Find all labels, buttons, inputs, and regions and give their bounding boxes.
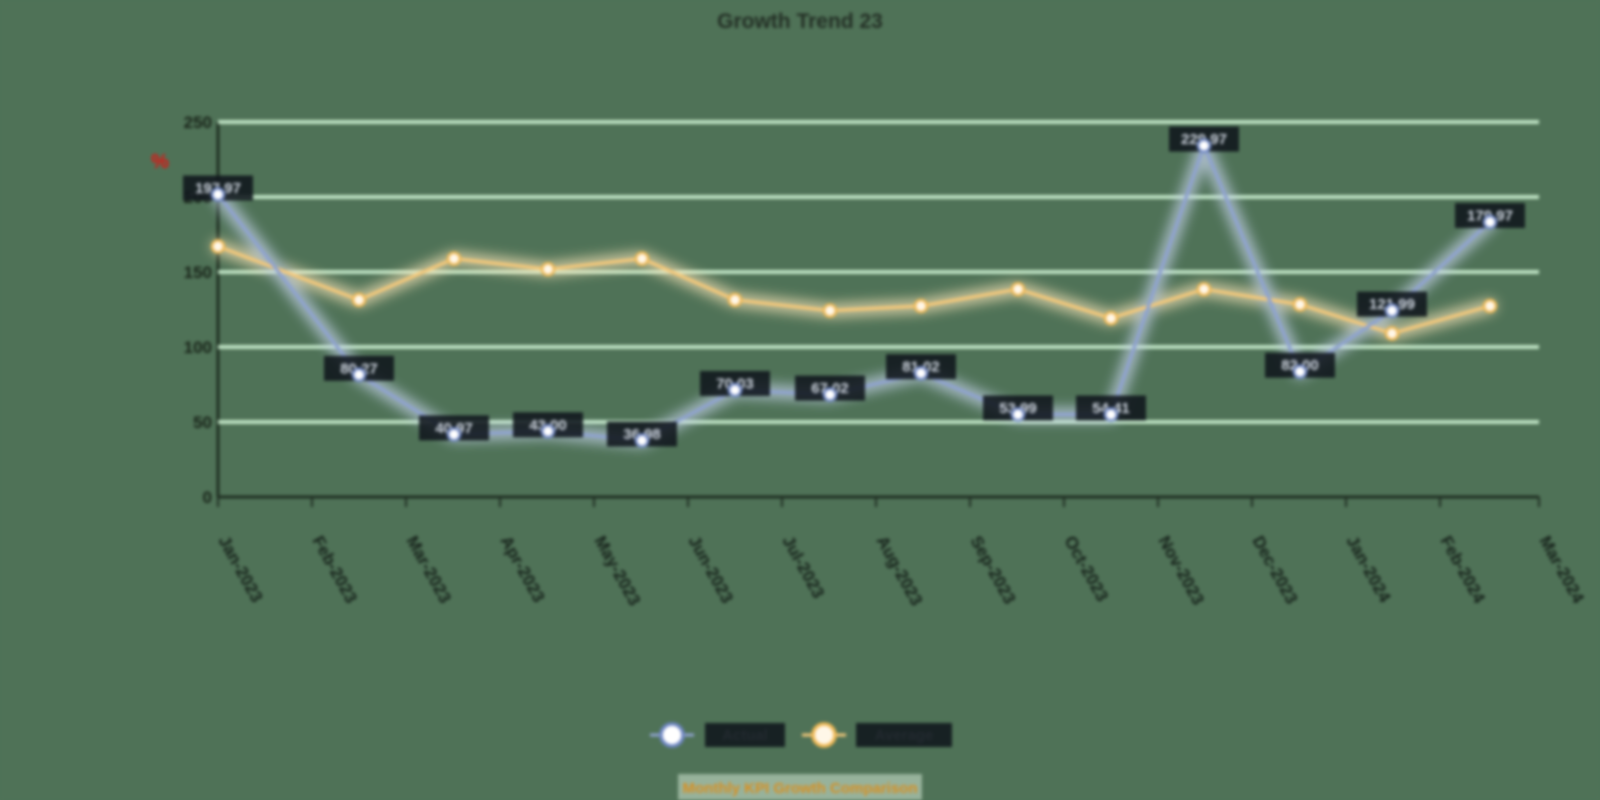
svg-text:Average: Average <box>875 727 934 744</box>
svg-text:250: 250 <box>184 113 212 132</box>
svg-text:0: 0 <box>203 488 212 507</box>
svg-text:Actual: Actual <box>722 727 768 744</box>
svg-text:Monthly KPI Growth Comparison: Monthly KPI Growth Comparison <box>683 780 918 797</box>
svg-text:150: 150 <box>184 263 212 282</box>
svg-text:50: 50 <box>193 413 212 432</box>
svg-text:100: 100 <box>184 338 212 357</box>
svg-text:Growth Trend 23: Growth Trend 23 <box>717 10 883 33</box>
svg-text:%: % <box>151 151 169 173</box>
